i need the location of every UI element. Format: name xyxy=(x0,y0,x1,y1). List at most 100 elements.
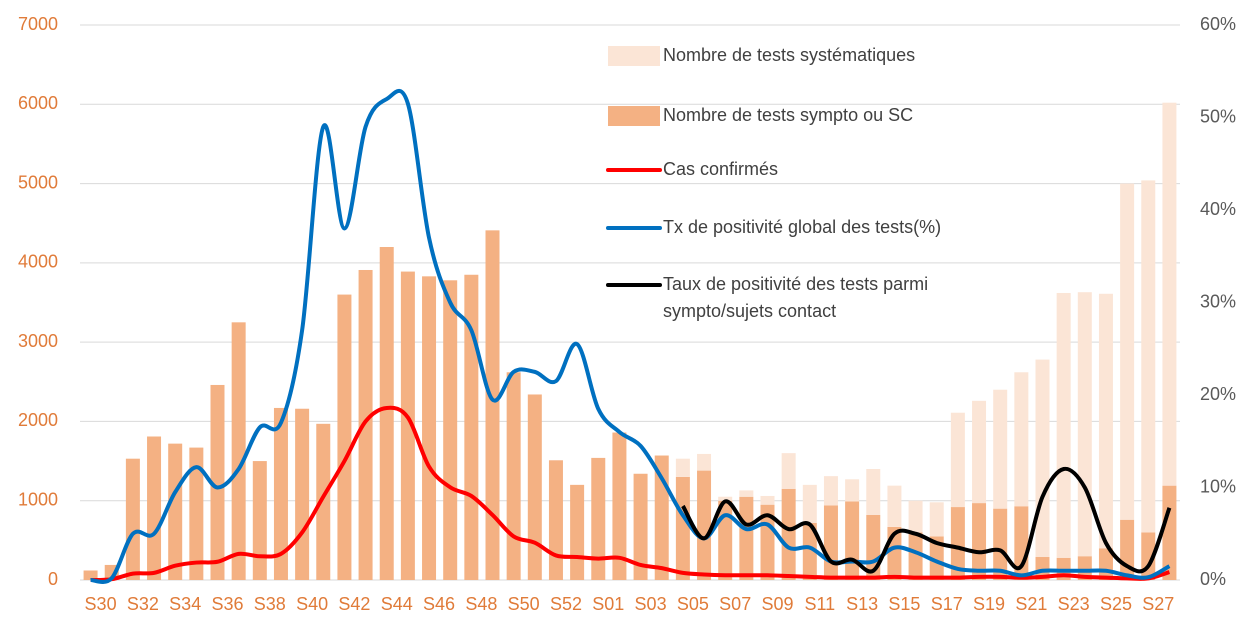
bar xyxy=(1162,485,1177,580)
bar xyxy=(168,443,183,580)
x-tick-label: S23 xyxy=(1058,594,1090,614)
x-tick-label: S52 xyxy=(550,594,582,614)
bar xyxy=(887,485,902,527)
x-tick-label: S19 xyxy=(973,594,1005,614)
bar xyxy=(189,447,204,580)
bar xyxy=(1056,292,1071,558)
y-tick-label: 4000 xyxy=(18,252,58,272)
x-tick-label: S03 xyxy=(635,594,667,614)
y-tick-label: 6000 xyxy=(18,93,58,113)
bar xyxy=(718,500,733,580)
bar xyxy=(633,473,648,580)
legend-label: Cas confirmés xyxy=(663,159,779,179)
bar xyxy=(866,469,881,515)
x-tick-label: S34 xyxy=(169,594,201,614)
bar xyxy=(337,294,352,580)
line-series xyxy=(90,405,1171,582)
x-tick-label: S30 xyxy=(85,594,117,614)
y-tick-label: 5000 xyxy=(18,172,58,192)
legend-swatch xyxy=(608,46,660,66)
y2-tick-label: 0% xyxy=(1200,569,1226,589)
bar xyxy=(972,400,987,504)
bar xyxy=(760,495,775,505)
y2-tick-label: 30% xyxy=(1200,291,1236,311)
y-tick-label: 2000 xyxy=(18,410,58,430)
x-tick-label: S40 xyxy=(296,594,328,614)
y-tick-label: 3000 xyxy=(18,331,58,351)
legend-item: Nombre de tests sympto ou SC xyxy=(663,105,914,125)
legend-label: Nombre de tests sympto ou SC xyxy=(663,105,914,125)
legend-item: Nombre de tests systématiques xyxy=(663,45,915,65)
y-tick-label: 1000 xyxy=(18,489,58,509)
y-tick-label: 0 xyxy=(48,569,58,589)
bar xyxy=(252,461,267,580)
x-tick-label: S09 xyxy=(761,594,793,614)
bar xyxy=(1035,557,1050,580)
x-tick-label: S46 xyxy=(423,594,455,614)
x-tick-label: S36 xyxy=(211,594,243,614)
bar xyxy=(358,269,373,580)
x-tick-label: S50 xyxy=(508,594,540,614)
bar xyxy=(273,407,288,580)
bar xyxy=(972,503,987,580)
x-tick-label: S38 xyxy=(254,594,286,614)
bar xyxy=(993,389,1008,509)
bar xyxy=(1141,180,1156,533)
bar xyxy=(802,484,817,523)
y2-tick-label: 40% xyxy=(1200,199,1236,219)
x-tick-label: S05 xyxy=(677,594,709,614)
bar xyxy=(993,508,1008,580)
x-tick-label: S32 xyxy=(127,594,159,614)
bar xyxy=(1162,102,1177,486)
x-tick-label: S17 xyxy=(931,594,963,614)
y2-tick-label: 50% xyxy=(1200,106,1236,126)
bar xyxy=(443,280,458,580)
x-tick-label: S01 xyxy=(592,594,624,614)
bar xyxy=(548,460,563,580)
bar xyxy=(697,470,712,580)
bar xyxy=(950,507,965,580)
x-tick-label: S48 xyxy=(465,594,497,614)
line-series xyxy=(681,466,1172,574)
bar xyxy=(570,484,585,580)
x-tick-label: S11 xyxy=(804,594,835,614)
bar xyxy=(125,458,140,580)
bar xyxy=(527,394,542,580)
bar xyxy=(147,436,162,580)
bar xyxy=(295,408,310,580)
bar xyxy=(591,457,606,580)
bar xyxy=(379,247,394,580)
bar xyxy=(1077,556,1092,580)
x-tick-label: S13 xyxy=(846,594,878,614)
bar xyxy=(718,496,733,501)
bar xyxy=(231,322,246,580)
legend-swatch xyxy=(608,106,660,126)
y2-tick-label: 10% xyxy=(1200,476,1236,496)
bar xyxy=(908,532,923,580)
bar xyxy=(739,496,754,580)
legend-item: Cas confirmés xyxy=(663,159,779,179)
line-series xyxy=(90,88,1171,585)
bar xyxy=(400,271,415,580)
bar xyxy=(675,458,690,477)
bar xyxy=(781,453,796,489)
bar xyxy=(929,502,944,537)
legend-label: Taux de positivité des tests parmi sympt… xyxy=(663,274,929,321)
bar xyxy=(739,490,754,497)
bar xyxy=(950,412,965,508)
x-tick-label: S27 xyxy=(1142,594,1174,614)
x-tick-label: S15 xyxy=(888,594,920,614)
x-tick-label: S25 xyxy=(1100,594,1132,614)
legend-label: Tx de positivité global des tests(%) xyxy=(663,217,942,237)
x-tick-label: S42 xyxy=(338,594,370,614)
bar xyxy=(654,455,669,580)
bar xyxy=(316,423,331,580)
bar xyxy=(675,476,690,580)
bar xyxy=(823,505,838,580)
x-tick-label: S21 xyxy=(1015,594,1047,614)
bar xyxy=(210,384,225,580)
bar xyxy=(845,501,860,580)
legend-item: Tx de positivité global des tests(%) xyxy=(663,217,942,237)
bar xyxy=(845,479,860,502)
